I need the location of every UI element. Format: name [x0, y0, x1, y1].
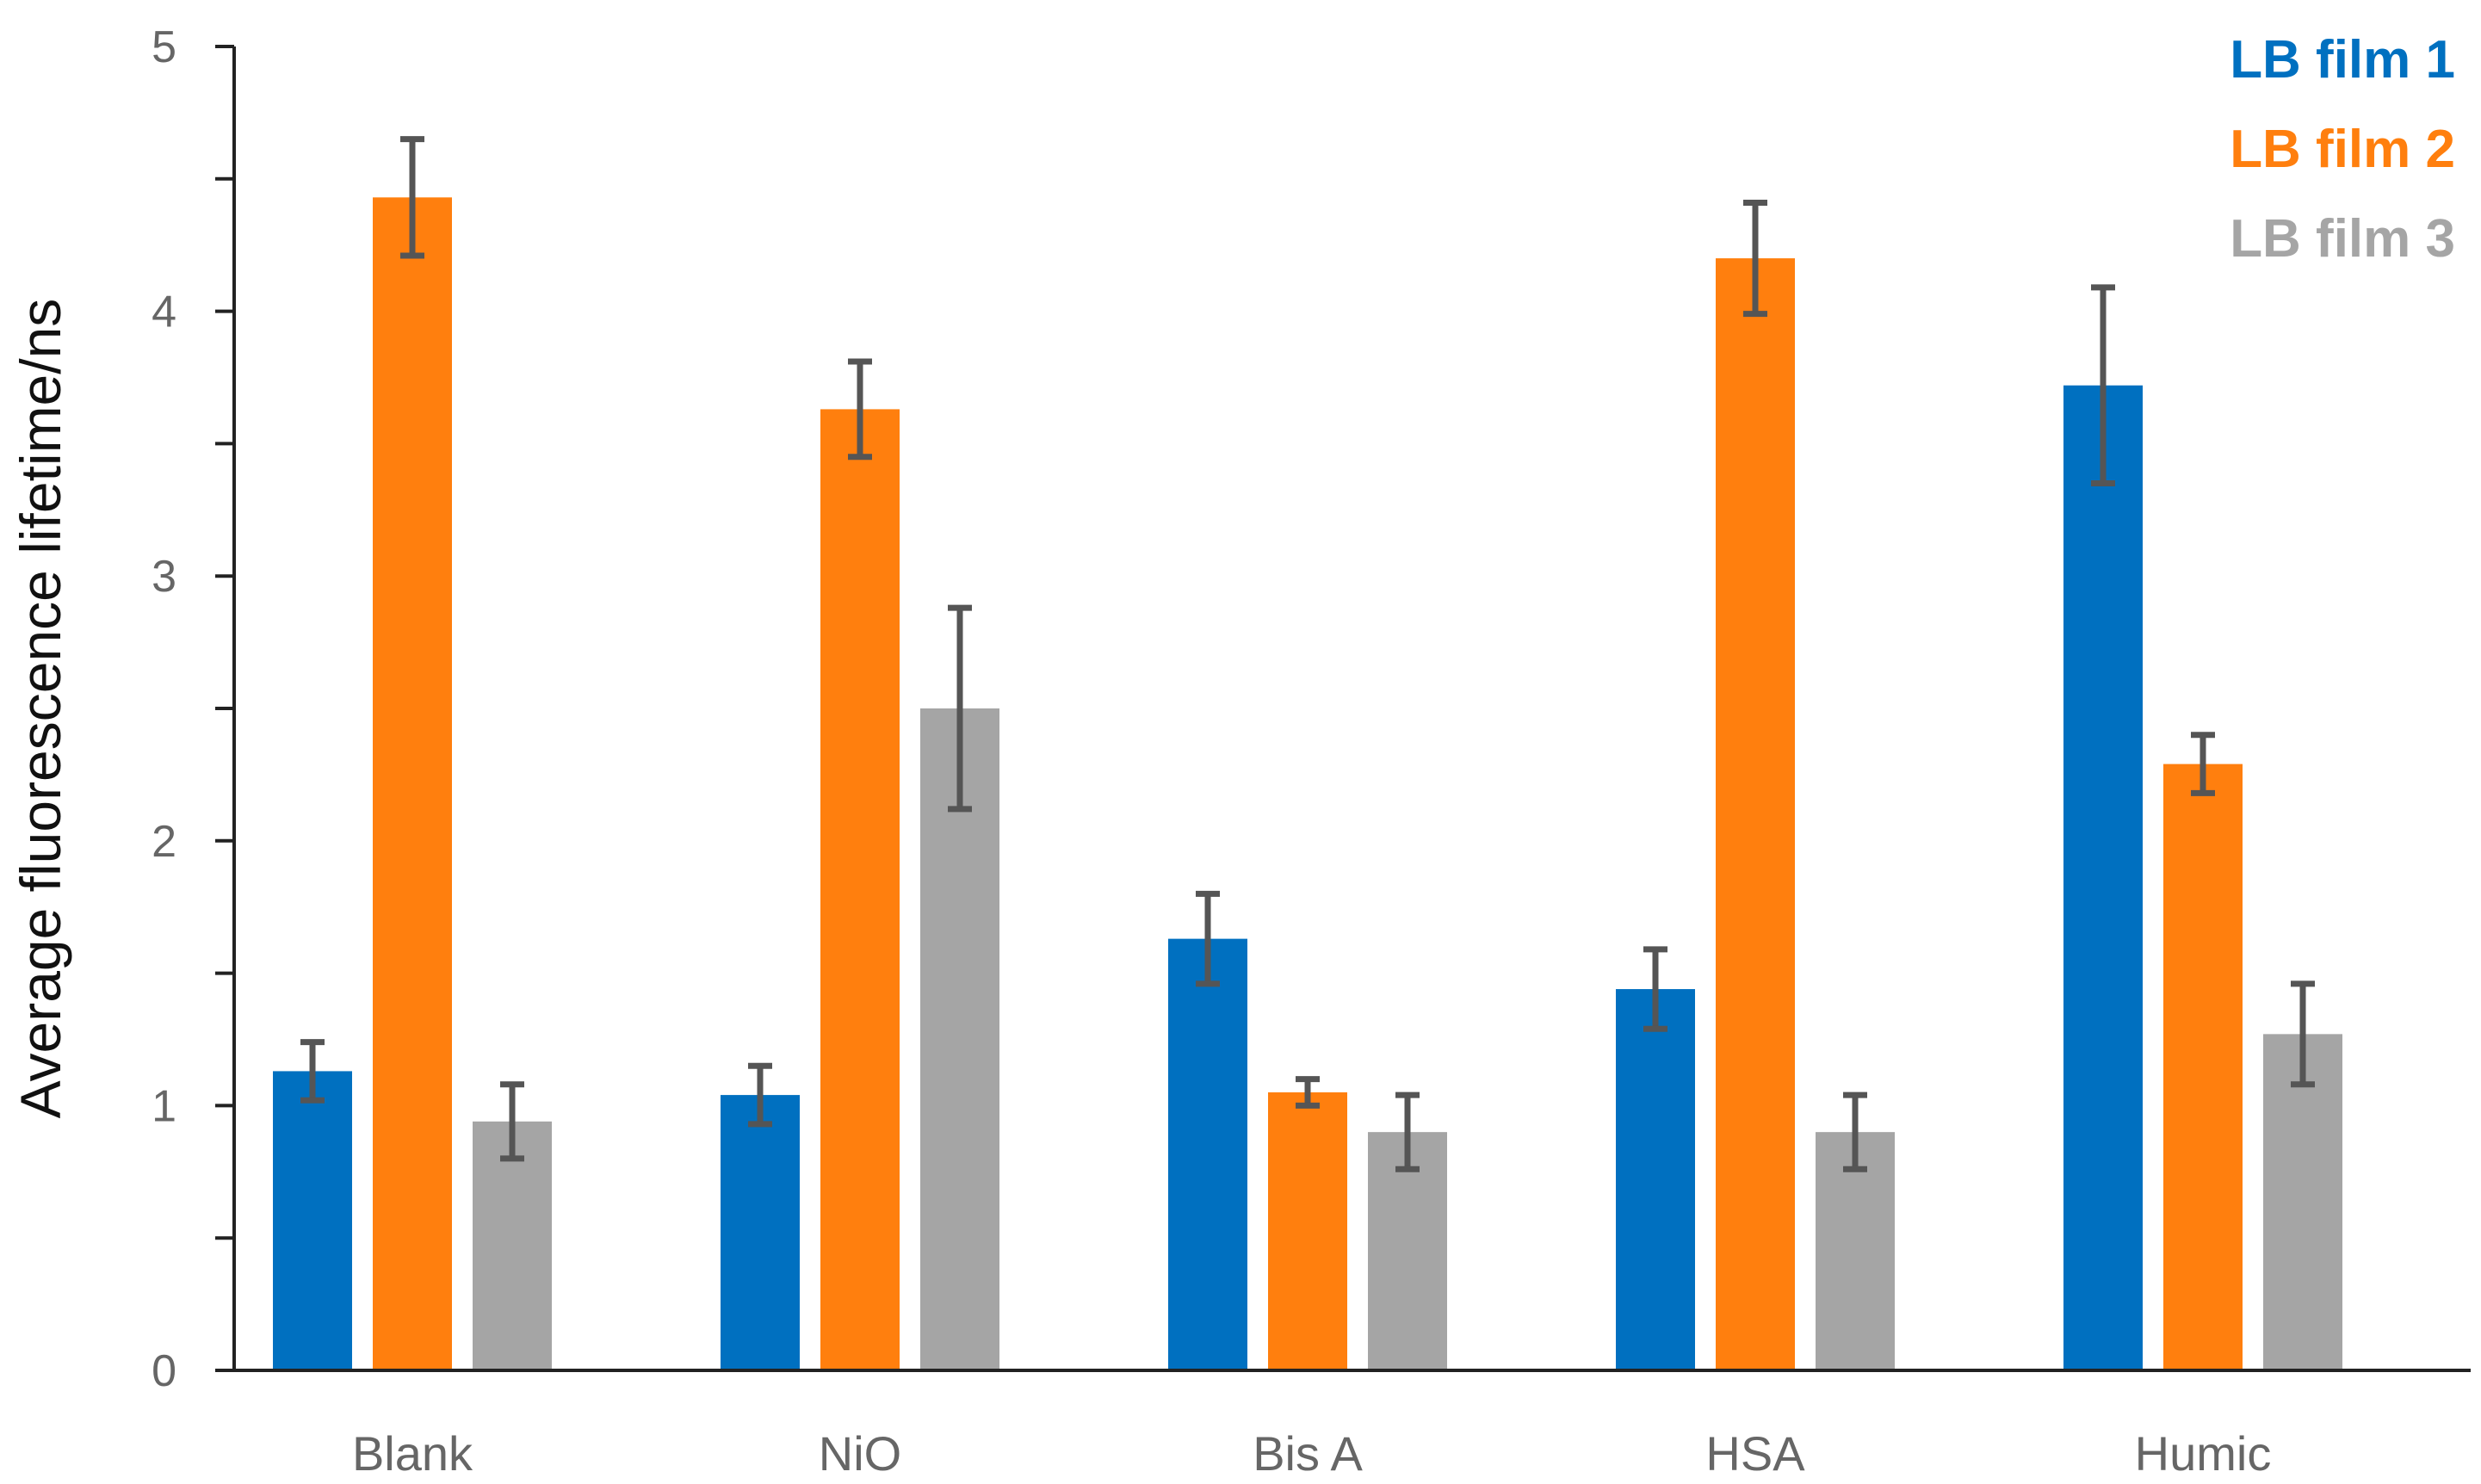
- error-bar: [1296, 1076, 1320, 1109]
- error-bar: [948, 604, 972, 813]
- legend: LB film 1 LB film 2 LB film 3: [2230, 30, 2455, 269]
- bar-lb-film-2-humic: [2163, 764, 2243, 1370]
- y-tick-label: 4: [152, 288, 176, 337]
- x-tick-label: Blank: [352, 1426, 473, 1481]
- bar-lb-film-2-nio: [820, 409, 900, 1370]
- x-tick-label: HSA: [1705, 1426, 1805, 1481]
- y-tick-label: 5: [152, 22, 176, 72]
- error-bar: [1395, 1091, 1420, 1172]
- error-bar: [1196, 890, 1220, 987]
- bar-lb-film-3-nio: [920, 708, 999, 1370]
- error-bar: [1843, 1091, 1867, 1172]
- y-tick-label: 3: [152, 552, 176, 602]
- legend-entry-lb-film-1: LB film 1: [2230, 30, 2455, 90]
- y-axis-title: Average fluorescence lifetime/ns: [9, 299, 72, 1119]
- axis-labels: Average fluorescence lifetime/ns: [9, 299, 72, 1119]
- x-tick-label: Bis A: [1253, 1426, 1363, 1481]
- bar-lb-film-2-bis-a: [1268, 1092, 1347, 1370]
- error-bar: [500, 1081, 524, 1162]
- legend-entry-lb-film-2: LB film 2: [2230, 120, 2455, 179]
- bar-lb-film-1-bis-a: [1168, 938, 1247, 1370]
- bar-lb-film-3-blank: [473, 1121, 552, 1370]
- error-bar: [748, 1062, 772, 1128]
- y-tick-label: 1: [152, 1081, 176, 1131]
- error-bar: [2191, 732, 2215, 796]
- x-tick-label: NiO: [819, 1426, 901, 1481]
- bar-lb-film-2-hsa: [1716, 258, 1795, 1371]
- y-tick-label: 2: [152, 817, 176, 867]
- error-bar: [1643, 946, 1667, 1032]
- error-bar: [848, 358, 872, 461]
- error-bar: [300, 1039, 325, 1104]
- bar-lb-film-1-hsa: [1616, 989, 1695, 1370]
- bar-lb-film-1-nio: [721, 1095, 800, 1370]
- legend-entry-lb-film-3: LB film 3: [2230, 209, 2455, 269]
- bar-lb-film-1-humic: [2063, 385, 2143, 1370]
- bar-lb-film-2-blank: [373, 197, 452, 1370]
- error-bar: [1743, 199, 1767, 318]
- y-tick-label: 0: [152, 1346, 176, 1396]
- error-bar: [2291, 980, 2315, 1088]
- plot-area: [273, 136, 2342, 1371]
- axes: Blank NiO Bis A HSA Humic 0 1 2 3 4 5: [152, 22, 2471, 1481]
- bar-lb-film-1-blank: [273, 1071, 352, 1370]
- bar-lb-film-3-humic: [2263, 1034, 2342, 1370]
- error-bar: [400, 136, 424, 259]
- error-bar: [2091, 284, 2115, 487]
- x-tick-label: Humic: [2135, 1426, 2272, 1481]
